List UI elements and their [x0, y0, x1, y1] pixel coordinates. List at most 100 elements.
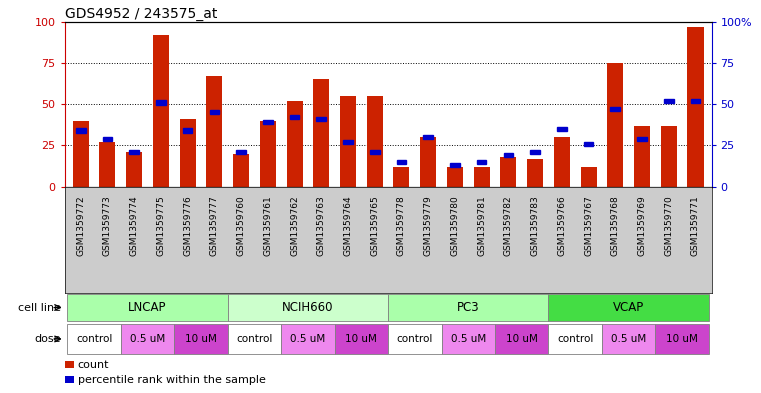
- Bar: [314, 79, 330, 187]
- Text: GSM1359769: GSM1359769: [638, 195, 647, 256]
- Bar: [121, 324, 174, 354]
- Text: control: control: [396, 334, 433, 344]
- Bar: [441, 324, 495, 354]
- Text: GSM1359762: GSM1359762: [290, 195, 299, 256]
- Bar: [76, 129, 85, 132]
- Text: NCIH660: NCIH660: [282, 301, 333, 314]
- Text: LNCAP: LNCAP: [129, 301, 167, 314]
- Text: GSM1359773: GSM1359773: [103, 195, 112, 256]
- Bar: [340, 96, 356, 187]
- Text: GSM1359774: GSM1359774: [129, 195, 139, 256]
- Text: GSM1359770: GSM1359770: [664, 195, 673, 256]
- Text: 0.5 uM: 0.5 uM: [130, 334, 165, 344]
- Text: GSM1359766: GSM1359766: [557, 195, 566, 256]
- Bar: [183, 129, 193, 132]
- Text: GSM1359767: GSM1359767: [584, 195, 593, 256]
- Text: GSM1359763: GSM1359763: [317, 195, 326, 256]
- Bar: [495, 324, 549, 354]
- Bar: [233, 154, 249, 187]
- Bar: [68, 324, 121, 354]
- Bar: [607, 63, 623, 187]
- Bar: [687, 27, 703, 187]
- Bar: [473, 167, 489, 187]
- Bar: [423, 135, 433, 139]
- Bar: [388, 324, 441, 354]
- Bar: [260, 121, 275, 187]
- Text: 0.5 uM: 0.5 uM: [290, 334, 326, 344]
- Bar: [317, 117, 326, 121]
- Text: 10 uM: 10 uM: [506, 334, 538, 344]
- Text: GSM1359775: GSM1359775: [157, 195, 165, 256]
- Bar: [396, 160, 406, 164]
- Text: control: control: [76, 334, 113, 344]
- Text: GSM1359772: GSM1359772: [76, 195, 85, 256]
- Bar: [504, 153, 513, 157]
- Bar: [388, 294, 549, 321]
- Bar: [530, 150, 540, 154]
- Text: GSM1359778: GSM1359778: [397, 195, 406, 256]
- Text: dose: dose: [34, 334, 61, 344]
- Text: count: count: [78, 360, 109, 370]
- Bar: [228, 324, 282, 354]
- Bar: [209, 110, 219, 114]
- Text: GSM1359765: GSM1359765: [371, 195, 379, 256]
- Text: GSM1359760: GSM1359760: [237, 195, 246, 256]
- Bar: [228, 294, 388, 321]
- Bar: [655, 324, 708, 354]
- Bar: [129, 150, 139, 154]
- Bar: [602, 324, 655, 354]
- Text: control: control: [557, 334, 594, 344]
- Bar: [554, 137, 570, 187]
- Bar: [174, 324, 228, 354]
- Bar: [126, 152, 142, 187]
- Text: GSM1359777: GSM1359777: [210, 195, 219, 256]
- Text: 10 uM: 10 uM: [185, 334, 217, 344]
- Text: GSM1359779: GSM1359779: [424, 195, 433, 256]
- Bar: [691, 99, 700, 103]
- Bar: [664, 99, 673, 103]
- Bar: [549, 294, 708, 321]
- Bar: [343, 140, 353, 144]
- Bar: [610, 107, 620, 111]
- Text: GSM1359761: GSM1359761: [263, 195, 272, 256]
- Bar: [584, 142, 594, 146]
- Bar: [661, 126, 677, 187]
- Text: percentile rank within the sample: percentile rank within the sample: [78, 375, 266, 385]
- Bar: [206, 76, 222, 187]
- Bar: [501, 157, 517, 187]
- Text: control: control: [236, 334, 272, 344]
- Bar: [367, 96, 383, 187]
- Bar: [450, 163, 460, 167]
- Bar: [549, 324, 602, 354]
- Text: 0.5 uM: 0.5 uM: [611, 334, 646, 344]
- Bar: [335, 324, 388, 354]
- Text: PC3: PC3: [457, 301, 479, 314]
- Bar: [236, 150, 246, 154]
- Bar: [527, 159, 543, 187]
- Text: GSM1359783: GSM1359783: [530, 195, 540, 256]
- Text: GSM1359764: GSM1359764: [343, 195, 352, 256]
- Text: GDS4952 / 243575_at: GDS4952 / 243575_at: [65, 7, 217, 20]
- Text: GSM1359782: GSM1359782: [504, 195, 513, 256]
- Bar: [153, 35, 169, 187]
- Bar: [100, 142, 116, 187]
- Bar: [447, 167, 463, 187]
- Bar: [73, 121, 89, 187]
- Bar: [420, 137, 436, 187]
- Bar: [68, 294, 228, 321]
- Bar: [156, 101, 166, 105]
- Text: 10 uM: 10 uM: [666, 334, 698, 344]
- Bar: [370, 150, 380, 154]
- Bar: [290, 115, 299, 119]
- Text: 0.5 uM: 0.5 uM: [451, 334, 486, 344]
- Bar: [263, 120, 272, 124]
- Bar: [557, 127, 567, 131]
- Text: VCAP: VCAP: [613, 301, 645, 314]
- Text: GSM1359780: GSM1359780: [451, 195, 460, 256]
- Bar: [634, 126, 650, 187]
- Text: GSM1359768: GSM1359768: [611, 195, 619, 256]
- Bar: [103, 137, 113, 141]
- Text: cell line: cell line: [18, 303, 61, 312]
- Text: GSM1359776: GSM1359776: [183, 195, 192, 256]
- Text: 10 uM: 10 uM: [345, 334, 377, 344]
